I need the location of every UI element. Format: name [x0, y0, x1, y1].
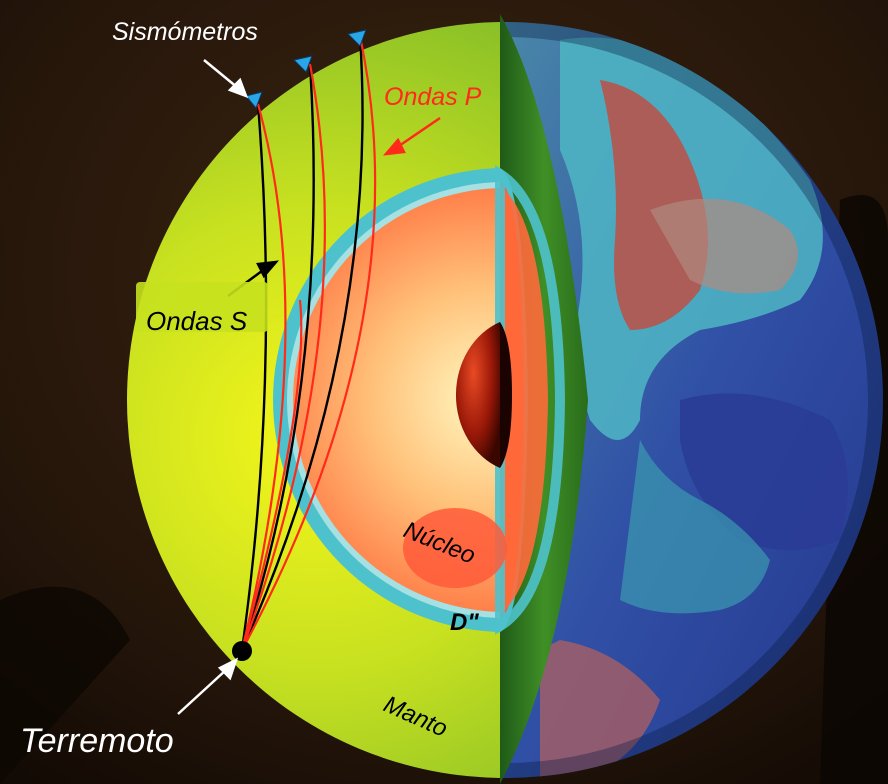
seismometer-icon [245, 91, 263, 109]
p-wave-ray [240, 103, 287, 651]
p-wave-ray [240, 63, 326, 651]
ocean-ridge [620, 440, 770, 614]
inner-core-shadow [500, 322, 512, 468]
continent-landmass [600, 80, 708, 330]
s-waves-label: Ondas S [146, 306, 248, 336]
highlands [650, 198, 798, 294]
p-wave-arrow [382, 116, 441, 156]
outer-core [293, 188, 500, 612]
p-wave-paths [240, 35, 377, 651]
inner-core [455, 322, 500, 468]
s-wave-label-backdrop [136, 282, 268, 332]
seismometers-label: Sismómetros [112, 18, 258, 46]
core-label-backdrop [403, 508, 507, 588]
ocean-basin [680, 393, 848, 550]
seismometer-icon [347, 29, 367, 47]
p-wave-ray [240, 299, 303, 651]
seismometer-arrow [203, 59, 249, 99]
s-wave-ray [240, 63, 315, 651]
p-waves-label: Ondas P [384, 83, 482, 111]
p-wave-ray [241, 35, 377, 651]
earthquake-label: Terremoto [20, 722, 174, 760]
d-layer-label: D" [450, 609, 479, 636]
southern-landmass [540, 640, 660, 778]
dark-terrain-left [0, 586, 130, 784]
earth-surface-hemisphere [500, 22, 883, 778]
s-wave-paths [240, 35, 364, 651]
seismometer-icon [293, 55, 313, 73]
s-wave-ray [240, 103, 268, 651]
earthquake-arrow [177, 657, 239, 715]
s-wave-ray [240, 35, 364, 651]
earthquake-focus [232, 641, 252, 661]
